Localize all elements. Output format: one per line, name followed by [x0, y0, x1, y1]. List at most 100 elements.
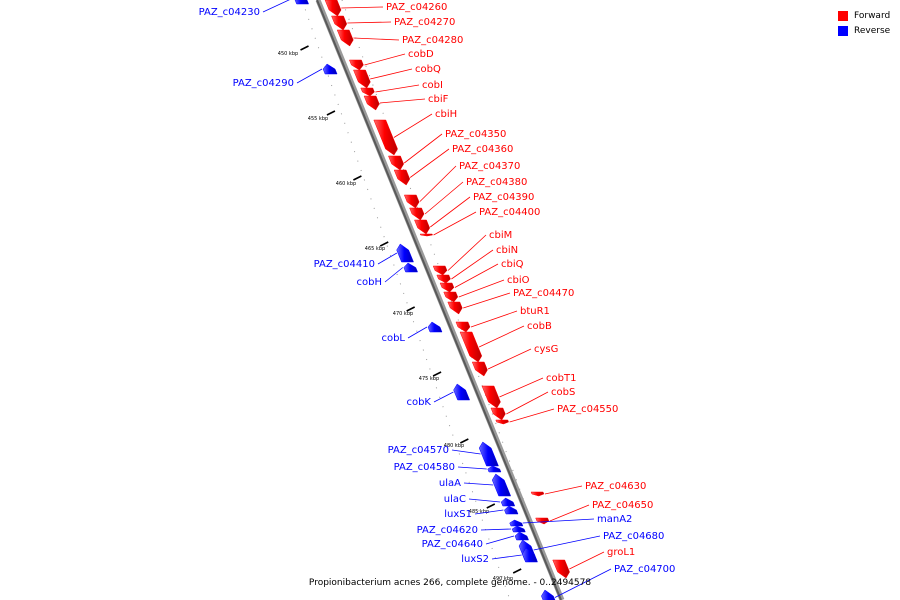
gene-luxs1-feature[interactable]: [504, 505, 519, 515]
gene-paz-c04470-feature[interactable]: [447, 301, 463, 315]
gene-cysg-feature[interactable]: [471, 361, 488, 377]
gene-paz-c04650-label[interactable]: PAZ_c04650: [592, 500, 653, 511]
gene-paz-c04650-feature[interactable]: [535, 517, 550, 525]
gene-paz-c04630-leader-line: [544, 485, 583, 495]
tick-label: 455 kbp: [308, 116, 328, 122]
gene-cobi-feature[interactable]: [360, 87, 375, 97]
gene-paz-c04550-label[interactable]: PAZ_c04550: [557, 404, 618, 415]
tick-mark: [459, 438, 469, 444]
gene-paz-c04620-label[interactable]: PAZ_c04620: [417, 525, 478, 536]
gene-paz-c04230-feature[interactable]: [294, 0, 309, 5]
gene-paz-c04570-feature[interactable]: [478, 441, 499, 467]
gene-luxs2-feature[interactable]: [522, 547, 538, 563]
gene-cbin-feature[interactable]: [436, 274, 451, 284]
tick-label: 475 kbp: [419, 376, 439, 382]
gene-cobt1-label[interactable]: cobT1: [546, 373, 576, 384]
gene-paz-c04380-label[interactable]: PAZ_c04380: [466, 177, 527, 188]
gene-paz-c04400-feature[interactable]: [419, 233, 433, 237]
gene-paz-c04580-feature[interactable]: [487, 465, 502, 473]
gene-luxs1-label[interactable]: luxS1: [444, 509, 472, 520]
gene-cobb-feature[interactable]: [459, 331, 483, 363]
gene-paz-c04270-feature[interactable]: [331, 15, 348, 31]
gene-grol1-feature[interactable]: [552, 559, 570, 579]
gene-paz-c04230-label[interactable]: PAZ_c04230: [199, 7, 260, 18]
gene-cbih-feature[interactable]: [373, 119, 398, 156]
gene-cbiq-feature[interactable]: [439, 282, 455, 293]
gene-paz-c04640-label[interactable]: PAZ_c04640: [422, 539, 483, 550]
gene-cbim-feature[interactable]: [432, 265, 448, 276]
gene-cbio-label[interactable]: cbiO: [507, 275, 530, 286]
gene-ulac-feature[interactable]: [500, 497, 516, 507]
gene-cysg-label[interactable]: cysG: [534, 344, 558, 355]
gene-paz-c04270-label[interactable]: PAZ_c04270: [394, 17, 455, 28]
gene-paz-c04290-label[interactable]: PAZ_c04290: [233, 78, 294, 89]
gene-btur1-feature[interactable]: [455, 321, 471, 333]
gene-cbih-label[interactable]: cbiH: [435, 109, 457, 120]
gene-cobs-feature[interactable]: [490, 407, 506, 421]
gene-paz-c04630-label[interactable]: PAZ_c04630: [585, 481, 646, 492]
gene-paz-c04410-feature[interactable]: [396, 243, 414, 263]
gene-mana2-label[interactable]: manA2: [597, 514, 632, 525]
gene-paz-c04280-label[interactable]: PAZ_c04280: [402, 35, 463, 46]
gene-paz-c04390-label[interactable]: PAZ_c04390: [473, 192, 534, 203]
gene-paz-c04700-label[interactable]: PAZ_c04700: [614, 564, 675, 575]
gene-paz-c04370-leader-line: [419, 165, 457, 202]
gene-cobd-feature[interactable]: [349, 59, 364, 71]
gene-cobd-leader-line: [364, 53, 406, 66]
gene-cbiq-label[interactable]: cbiQ: [501, 259, 524, 270]
gene-cobt1-feature[interactable]: [481, 385, 501, 409]
gene-mana2-feature[interactable]: [509, 519, 524, 527]
gene-paz-c04360-label[interactable]: PAZ_c04360: [452, 144, 513, 155]
gene-cobb-label[interactable]: cobB: [527, 321, 552, 332]
gene-paz-c04620-feature[interactable]: [511, 525, 526, 533]
gene-cobs-leader-line: [506, 391, 549, 415]
gene-paz-c04350-label[interactable]: PAZ_c04350: [445, 129, 506, 140]
gene-cobk-label[interactable]: cobK: [406, 397, 431, 408]
gene-cbio-feature[interactable]: [443, 291, 459, 303]
gene-paz-c04280-leader-line: [353, 37, 400, 41]
gene-cbin-label[interactable]: cbiN: [496, 245, 518, 256]
gene-cobh-label[interactable]: cobH: [357, 277, 382, 288]
gene-paz-c04470-label[interactable]: PAZ_c04470: [513, 288, 574, 299]
gene-paz-c04550-feature[interactable]: [495, 419, 509, 425]
gene-paz-c04410-label[interactable]: PAZ_c04410: [314, 259, 375, 270]
gene-cbiq-leader-line: [454, 263, 499, 288]
gene-cbif-label[interactable]: cbiF: [428, 94, 449, 105]
gene-paz-c04370-feature[interactable]: [403, 194, 420, 209]
gene-cobl-feature[interactable]: [427, 321, 443, 333]
gene-cobs-label[interactable]: cobS: [551, 387, 575, 398]
gene-cobq-feature[interactable]: [353, 69, 371, 89]
gene-paz-c04280-feature[interactable]: [336, 29, 354, 47]
gene-paz-c04260-label[interactable]: PAZ_c04260: [386, 2, 447, 13]
gene-cobl-label[interactable]: cobL: [381, 333, 405, 344]
gene-paz-c04580-label[interactable]: PAZ_c04580: [394, 462, 455, 473]
gene-paz-c04570-label[interactable]: PAZ_c04570: [388, 445, 449, 456]
gene-paz-c04370-label[interactable]: PAZ_c04370: [459, 161, 520, 172]
gene-cobq-label[interactable]: cobQ: [415, 64, 441, 75]
gene-luxs2-label[interactable]: luxS2: [461, 554, 489, 565]
gene-cbif-feature[interactable]: [363, 95, 380, 111]
tick-mark: [300, 45, 309, 51]
gene-ulaa-feature[interactable]: [491, 473, 512, 497]
gene-paz-c04630-feature[interactable]: [530, 491, 545, 497]
gene-ulac-label[interactable]: ulaC: [444, 494, 466, 505]
gene-grol1-label[interactable]: groL1: [607, 547, 635, 558]
gene-ulaa-label[interactable]: ulaA: [439, 478, 461, 489]
gene-paz-c04360-feature[interactable]: [393, 169, 411, 186]
gene-cobk-feature[interactable]: [453, 383, 471, 401]
gene-cobi-label[interactable]: cobI: [422, 80, 443, 91]
gene-paz-c04700-feature[interactable]: [541, 589, 557, 600]
gene-paz-c04640-leader-line: [485, 535, 515, 545]
gene-paz-c04640-feature[interactable]: [514, 531, 529, 541]
gene-btur1-label[interactable]: btuR1: [520, 306, 550, 317]
gene-paz-c04390-feature[interactable]: [414, 219, 430, 235]
gene-cobd-label[interactable]: cobD: [408, 49, 434, 60]
gene-paz-c04380-feature[interactable]: [409, 207, 425, 221]
gene-paz-c04290-feature[interactable]: [322, 63, 338, 75]
gene-cobh-feature[interactable]: [403, 262, 418, 273]
gene-paz-c04350-feature[interactable]: [388, 155, 404, 171]
gene-paz-c04260-feature[interactable]: [324, 0, 342, 17]
gene-cbim-label[interactable]: cbiM: [489, 230, 512, 241]
gene-paz-c04400-label[interactable]: PAZ_c04400: [479, 207, 540, 218]
gene-paz-c04680-label[interactable]: PAZ_c04680: [603, 531, 664, 542]
